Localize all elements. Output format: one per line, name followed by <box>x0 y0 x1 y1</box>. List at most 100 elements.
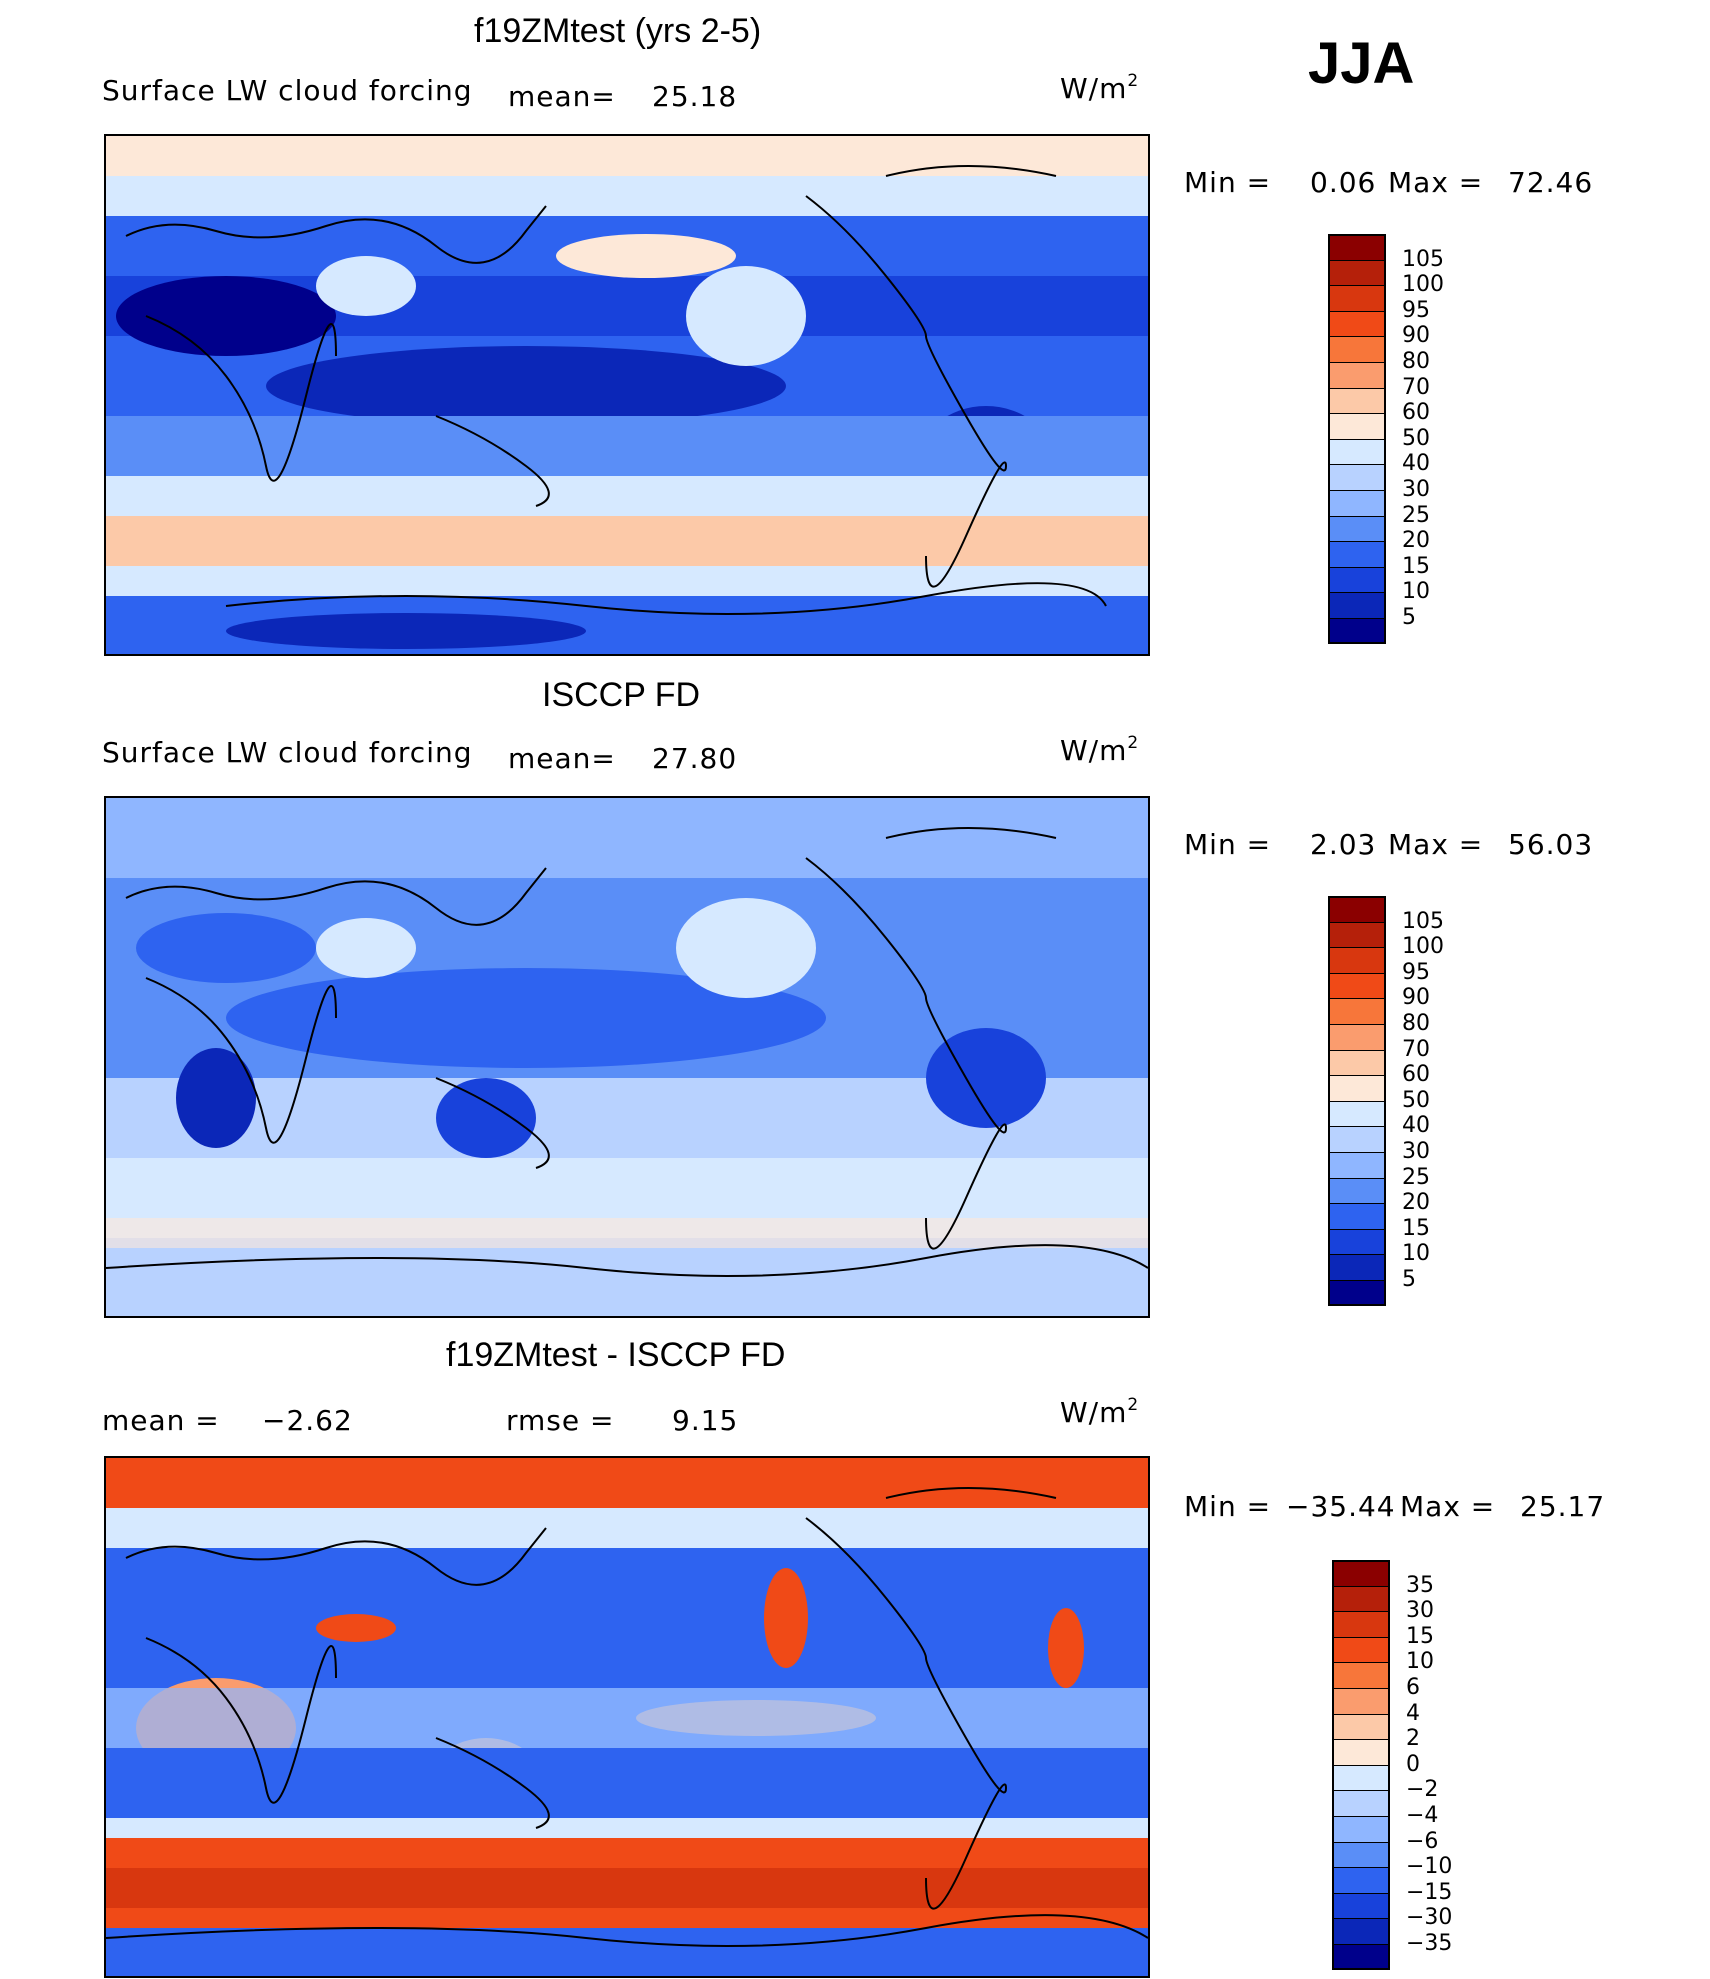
colorbar-tick-label: 30 <box>1406 1598 1434 1624</box>
colorbar-swatch <box>1328 972 1386 999</box>
colorbar-tick-label: 6 <box>1406 1675 1420 1700</box>
panel3-max-label: Max = <box>1400 1490 1496 1523</box>
season-label: JJA <box>1308 31 1415 96</box>
panel2-max-label: Max = <box>1388 828 1484 861</box>
colorbar-frame <box>1332 1560 1390 1970</box>
colorbar-tick-label: 80 <box>1402 349 1430 374</box>
colorbar-tick-label: 4 <box>1406 1700 1420 1726</box>
colorbar-tick-label: 10 <box>1402 579 1430 605</box>
colorbar-swatch <box>1328 1177 1386 1204</box>
panel3-mean-value: −2.62 <box>262 1404 353 1437</box>
colorbar-swatch <box>1328 1126 1386 1152</box>
colorbar-swatch <box>1328 921 1386 948</box>
colorbar-tick-label: 105 <box>1402 908 1444 934</box>
colorbar-tick-label: 10 <box>1402 1241 1430 1267</box>
panel3-map <box>104 1456 1150 1978</box>
panel1-title: f19ZMtest (yrs 2-5) <box>474 12 762 50</box>
colorbar-swatch <box>1328 1228 1386 1255</box>
colorbar-swatch <box>1332 1662 1390 1688</box>
colorbar-tick-label: 20 <box>1402 528 1430 554</box>
colorbar-swatch <box>1328 336 1386 362</box>
panel1-map-svg <box>106 136 1148 654</box>
colorbar-tick-label: 30 <box>1402 1139 1430 1164</box>
panel1-colorbar: 105 100 95 90 80 70 60 50 40 30 25 20 15 10 5 <box>1328 234 1488 644</box>
panel1-min-value: 0.06 <box>1310 166 1377 199</box>
colorbar-tick-label: 40 <box>1402 1113 1430 1139</box>
colorbar-swatch <box>1328 438 1386 465</box>
colorbar-swatch <box>1328 1152 1386 1178</box>
colorbar-swatch <box>1328 413 1386 439</box>
colorbar-tick-label: −35 <box>1406 1931 1453 1956</box>
colorbar-tick-label: 15 <box>1402 553 1430 579</box>
panel2-map <box>104 796 1150 1318</box>
colorbar-swatch <box>1328 1075 1386 1101</box>
colorbar-tick-label: 5 <box>1402 1267 1416 1292</box>
colorbar-tick-label: 60 <box>1402 1062 1430 1088</box>
colorbar-swatch <box>1328 515 1386 542</box>
colorbar-tick-label: 100 <box>1402 934 1444 960</box>
colorbar-swatch <box>1328 1049 1386 1076</box>
panel2-colorbar: 105 100 95 90 80 70 60 50 40 30 25 20 15 10 5 <box>1328 896 1488 1306</box>
panel1-mean-label: mean= <box>508 80 616 113</box>
colorbar-tick-label: 95 <box>1402 297 1430 323</box>
colorbar-swatch <box>1328 490 1386 516</box>
panel2-map-svg <box>106 798 1148 1316</box>
colorbar-tick-label: −10 <box>1406 1854 1453 1880</box>
colorbar-tick-label: 50 <box>1402 1087 1430 1113</box>
colorbar-swatch <box>1332 1764 1390 1791</box>
colorbar-tick-label: 30 <box>1402 477 1430 502</box>
colorbar-tick-label: 50 <box>1402 425 1430 451</box>
colorbar-swatch <box>1328 464 1386 490</box>
colorbar-swatch <box>1328 259 1386 286</box>
colorbar-swatch <box>1328 387 1386 414</box>
panel1-min-label: Min = <box>1184 166 1272 199</box>
panel1-mean-value: 25.18 <box>652 80 738 113</box>
colorbar-swatch <box>1328 541 1386 567</box>
colorbar-tick-label: 80 <box>1402 1011 1430 1036</box>
colorbar-frame <box>1328 896 1386 1306</box>
panel1-max-label: Max = <box>1388 166 1484 199</box>
colorbar-tick-label: 2 <box>1406 1726 1420 1752</box>
colorbar-swatch <box>1332 1918 1390 1944</box>
colorbar-swatch <box>1332 1713 1390 1740</box>
colorbar-tick-label: 25 <box>1402 1164 1430 1190</box>
colorbar-tick-label: −15 <box>1406 1879 1453 1905</box>
colorbar-tick-label: 90 <box>1402 985 1430 1011</box>
panel2-mean-label: mean= <box>508 742 616 775</box>
colorbar-swatch <box>1332 1816 1390 1842</box>
colorbar-swatch <box>1328 947 1386 973</box>
panel3-units: W/m2 <box>1060 1395 1140 1429</box>
colorbar-frame <box>1328 234 1386 644</box>
colorbar-tick-label: 40 <box>1402 451 1430 477</box>
panel1-max-value: 72.46 <box>1508 166 1594 199</box>
colorbar-swatch <box>1328 896 1386 922</box>
colorbar-swatch <box>1328 566 1386 593</box>
colorbar-swatch <box>1332 1841 1390 1868</box>
colorbar-tick-label: 25 <box>1402 502 1430 528</box>
colorbar-swatch <box>1332 1688 1390 1714</box>
colorbar-tick-label: 35 <box>1406 1572 1434 1598</box>
panel1-units: W/m2 <box>1060 71 1140 105</box>
colorbar-swatch <box>1328 362 1386 388</box>
panel3-mean-label: mean = <box>102 1404 220 1437</box>
colorbar-swatch <box>1332 1585 1390 1612</box>
colorbar-tick-label: 100 <box>1402 272 1444 298</box>
colorbar-swatch <box>1328 1280 1386 1306</box>
panel3-colorbar: 35 30 15 10 6 4 2 0 −2 −4 −6 −10 −15 −30 −35 <box>1332 1560 1492 1970</box>
colorbar-swatch <box>1328 998 1386 1024</box>
colorbar-swatch <box>1328 592 1386 618</box>
panel3-rmse-value: 9.15 <box>672 1404 739 1437</box>
colorbar-tick-label: 20 <box>1402 1190 1430 1216</box>
colorbar-tick-label: 15 <box>1402 1215 1430 1241</box>
colorbar-swatch <box>1328 618 1386 644</box>
colorbar-tick-label: 5 <box>1402 605 1416 630</box>
colorbar-swatch <box>1332 1739 1390 1765</box>
colorbar-tick-label: 60 <box>1402 400 1430 426</box>
panel3-rmse-label: rmse = <box>506 1404 615 1437</box>
colorbar-swatch <box>1332 1867 1390 1893</box>
panel2-min-label: Min = <box>1184 828 1272 861</box>
panel3-map-svg <box>106 1458 1148 1976</box>
colorbar-tick-label: −30 <box>1406 1905 1453 1931</box>
colorbar-swatch <box>1332 1611 1390 1637</box>
panel3-max-value: 25.17 <box>1520 1490 1606 1523</box>
